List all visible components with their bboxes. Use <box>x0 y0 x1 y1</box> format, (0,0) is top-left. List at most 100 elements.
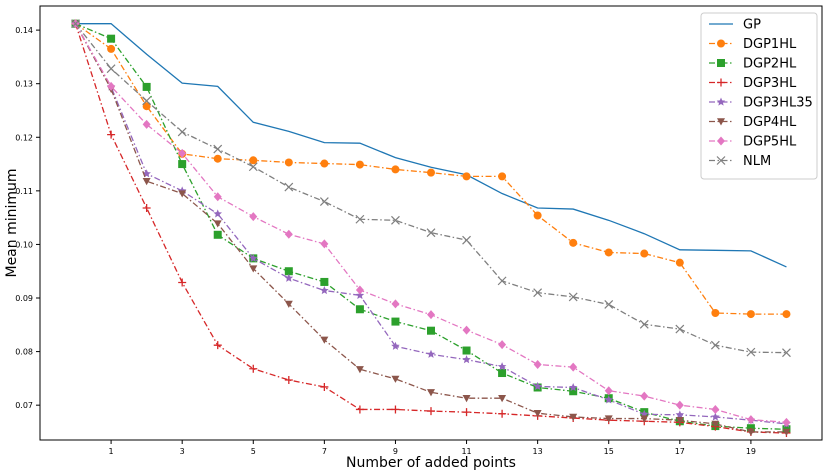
marker-star <box>213 209 223 218</box>
marker-diamond <box>427 310 435 320</box>
marker-x <box>604 300 614 309</box>
marker-plus <box>355 405 364 414</box>
marker-star <box>716 97 726 106</box>
legend-item-dgp1hl: DGP1HL <box>709 37 797 52</box>
marker-star <box>284 273 294 282</box>
marker-circle <box>320 159 329 168</box>
marker-square <box>717 59 725 67</box>
legend-item-dgp2hl: DGP2HL <box>709 57 797 72</box>
marker-x <box>355 214 365 224</box>
marker-x <box>639 319 649 329</box>
marker-diamond <box>640 391 649 401</box>
x-tick-label: 17 <box>675 447 685 456</box>
marker-circle <box>427 168 435 177</box>
marker-square <box>320 277 329 286</box>
marker-diamond <box>746 415 755 425</box>
y-tick-label: 0.09 <box>15 294 33 303</box>
marker-diamond <box>711 404 720 414</box>
marker-diamond <box>675 400 684 410</box>
x-tick-label: 13 <box>533 447 543 456</box>
series-line <box>75 23 787 268</box>
marker-circle <box>107 44 116 53</box>
marker-triangle-down <box>391 375 400 383</box>
marker-circle <box>462 172 471 181</box>
marker-plus <box>717 78 725 87</box>
marker-circle <box>746 310 755 319</box>
series-line <box>74 23 787 434</box>
y-axis-ticks: 0.07 0.08 0.09 0.10 0.11 0.12 0.13 0.14 <box>15 26 40 410</box>
marker-star <box>604 395 614 404</box>
marker-triangle-down <box>533 410 542 418</box>
legend-label: GP <box>743 18 761 33</box>
marker-circle <box>604 248 613 257</box>
marker-triangle-down <box>498 395 507 403</box>
marker-diamond <box>178 148 187 158</box>
marker-x <box>710 340 720 350</box>
marker-x <box>426 228 436 238</box>
marker-star <box>248 253 258 262</box>
marker-x <box>177 127 187 137</box>
marker-circle <box>498 172 507 181</box>
marker-diamond <box>107 81 116 91</box>
marker-square <box>391 317 400 326</box>
series-nlm <box>71 19 791 358</box>
marker-triangle-down <box>320 336 329 344</box>
marker-star <box>533 381 542 391</box>
series-line <box>75 23 787 354</box>
marker-x <box>675 324 685 334</box>
marker-square <box>142 82 151 91</box>
marker-diamond <box>249 212 258 222</box>
marker-x <box>716 156 726 165</box>
x-tick-label: 19 <box>746 447 756 456</box>
marker-triangle-down <box>249 265 258 273</box>
marker-diamond <box>498 340 507 350</box>
marker-x <box>319 197 329 206</box>
series-dgp1hl <box>71 19 791 319</box>
marker-square <box>284 267 293 276</box>
marker-star <box>462 355 471 364</box>
y-tick-label: 0.11 <box>15 187 33 196</box>
x-tick-label: 5 <box>251 447 256 456</box>
x-tick-label: 1 <box>109 447 114 456</box>
x-axis-label: Number of added points <box>346 455 516 471</box>
marker-star <box>711 412 720 421</box>
marker-triangle-down <box>675 416 684 425</box>
marker-circle <box>284 158 293 167</box>
marker-circle <box>717 39 725 48</box>
marker-diamond <box>213 192 222 202</box>
marker-x <box>391 215 400 225</box>
marker-plus <box>427 407 435 416</box>
legend-label: DGP3HL <box>743 76 797 91</box>
marker-square <box>498 369 507 378</box>
marker-plus <box>498 409 507 418</box>
marker-circle <box>213 154 222 163</box>
x-tick-label: 3 <box>180 447 185 456</box>
legend-label: DGP1HL <box>743 37 797 52</box>
marker-triangle-down <box>569 413 578 421</box>
marker-square <box>462 346 471 355</box>
marker-circle <box>675 258 684 267</box>
y-tick-label: 0.07 <box>15 401 33 410</box>
marker-x <box>462 235 471 245</box>
marker-x <box>782 348 791 358</box>
marker-square <box>178 160 187 169</box>
marker-diamond <box>355 285 364 295</box>
plot-area <box>39 5 823 441</box>
marker-triangle-down <box>782 428 791 436</box>
series-dgp5hl <box>71 19 791 427</box>
legend-item-dgp3hl35: DGP3HL35 <box>709 96 813 111</box>
marker-x <box>71 19 80 29</box>
marker-x <box>248 162 258 172</box>
marker-circle <box>569 238 578 247</box>
marker-x <box>533 288 543 298</box>
marker-triangle-down <box>462 395 471 403</box>
legend-item-gp: GP <box>709 18 761 33</box>
series-line <box>74 23 787 433</box>
y-axis-label: Mean minimum <box>4 168 20 277</box>
legend-label: DGP2HL <box>743 57 797 72</box>
y-tick-label: 0.10 <box>15 240 33 249</box>
marker-square <box>107 34 116 43</box>
marker-diamond <box>284 229 293 239</box>
marker-square <box>569 387 578 396</box>
